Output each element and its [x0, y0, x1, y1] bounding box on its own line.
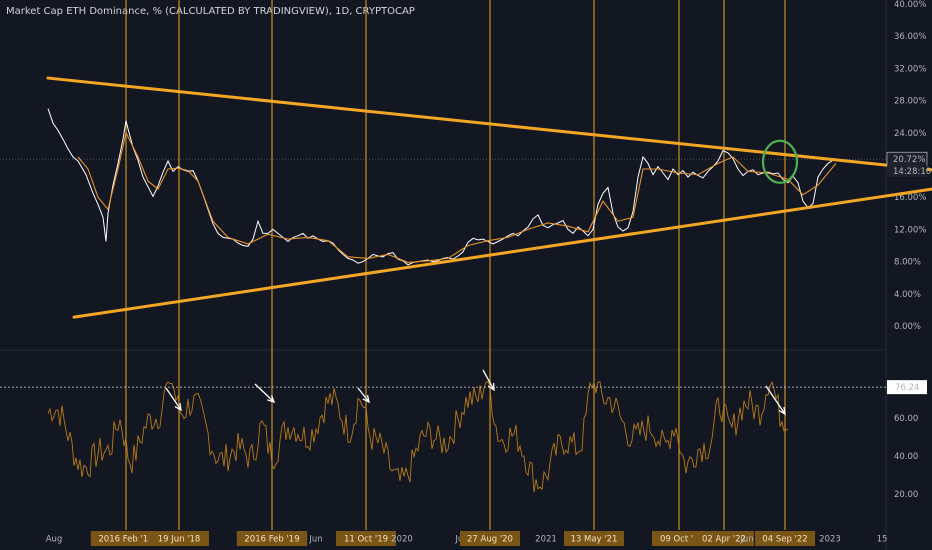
y-tick-label: 0.00% — [894, 322, 921, 332]
x-axis-date-label: 02 Apr '22 — [702, 535, 746, 545]
y-tick-label: 24.00% — [894, 129, 926, 139]
countdown-text: 14:28:10 — [893, 167, 931, 177]
arrow-shaft — [765, 385, 786, 415]
highlight-circle[interactable] — [761, 139, 799, 184]
arrow-shaft — [482, 369, 495, 391]
x-axis-label: 15 — [877, 535, 888, 545]
date-label-bg — [564, 531, 624, 546]
arrow-head — [487, 382, 495, 392]
date-label-bg — [336, 531, 396, 546]
arrow-shaft — [165, 387, 182, 411]
x-axis-date-label: 2016 Feb '18 — [98, 535, 153, 545]
indicator-y-axis[interactable]: 60.00 40.00 20.00 — [894, 414, 918, 500]
y-tick-label: 4.00% — [894, 290, 921, 300]
value-badges: 20.72% 14:28:10 76.24 — [886, 151, 931, 395]
date-label-bg — [755, 531, 815, 546]
countdown-badge — [887, 165, 927, 178]
current-value-text: 20.72% — [893, 155, 925, 165]
x-axis-label: Aug — [46, 535, 63, 545]
arrow-shaft — [357, 387, 370, 403]
arrows — [165, 369, 786, 416]
indicator-y-tick-label: 20.00 — [894, 490, 918, 500]
arrow-head — [267, 395, 276, 404]
date-label-bg — [149, 531, 209, 546]
x-axis-label: Jun — [308, 535, 322, 545]
date-label-bg — [694, 531, 754, 546]
x-axis[interactable]: Aug 2016 Feb '18 19 Jun '18 2016 Feb '19 Jun… — [46, 531, 888, 546]
vertical-markers — [125, 0, 786, 530]
arrow-head — [362, 395, 370, 404]
date-label-bg — [460, 531, 520, 546]
y-tick-label: 12.00% — [894, 225, 926, 235]
arrow-head — [174, 402, 182, 412]
x-axis-date-label: 13 May '21 — [571, 535, 618, 545]
date-label-bg — [90, 531, 162, 546]
lower-trendline[interactable] — [72, 187, 932, 319]
arrow-head — [778, 406, 786, 416]
x-axis-date-label: 2016 Feb '19 — [244, 535, 299, 545]
x-axis-date-label: 27 Aug '20 — [467, 535, 513, 545]
oscillator-series — [47, 380, 789, 493]
y-tick-label: 40.00% — [894, 0, 926, 10]
indicator-value-text: 76.24 — [895, 383, 919, 393]
y-tick-label: 8.00% — [894, 258, 921, 268]
y-tick-label: 36.00% — [894, 32, 926, 42]
x-axis-label: 2023 — [819, 535, 841, 545]
y-tick-label: 32.00% — [894, 64, 926, 74]
x-axis-date-label: 19 Jun '18 — [158, 535, 201, 545]
date-label-bg — [236, 531, 308, 546]
eth-dominance-series — [47, 108, 837, 266]
upper-trendline[interactable] — [46, 76, 932, 172]
indicator-y-tick-label: 60.00 — [894, 414, 918, 424]
x-axis-date-label: 04 Sep '22 — [762, 535, 807, 545]
y-tick-label: 16.00% — [894, 193, 926, 203]
indicator-value-badge — [887, 380, 927, 395]
x-axis-label: 2021 — [535, 535, 557, 545]
x-axis-label: 2020 — [391, 535, 413, 545]
series-group — [0, 108, 886, 493]
trendlines[interactable] — [46, 76, 932, 319]
x-axis-label: Jun — [739, 535, 753, 545]
x-axis-date-label: 09 Oct '21 — [660, 535, 704, 545]
x-axis-date-label: 11 Oct '19 — [344, 535, 388, 545]
arrow-shaft — [254, 383, 275, 403]
moving-average-series — [77, 131, 837, 263]
indicator-y-tick-label: 40.00 — [894, 452, 918, 462]
chart-title: Market Cap ETH Dominance, % (CALCULATED … — [6, 6, 415, 17]
y-tick-label: 28.00% — [894, 97, 926, 107]
